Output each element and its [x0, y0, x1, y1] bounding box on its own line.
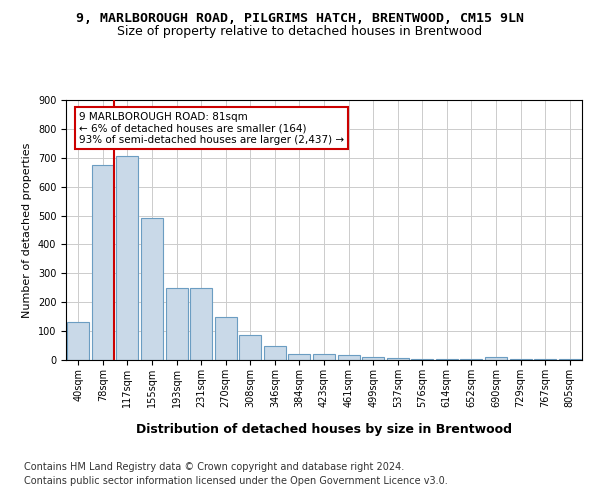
Bar [411, 358, 433, 360]
Bar [92, 165, 114, 360]
Bar [190, 288, 212, 360]
Bar [338, 355, 359, 360]
Text: Distribution of detached houses by size in Brentwood: Distribution of detached houses by size … [136, 422, 512, 436]
Bar [264, 346, 286, 360]
Bar [67, 322, 89, 360]
Bar [460, 359, 482, 360]
Bar [166, 288, 188, 360]
Bar [239, 336, 262, 360]
Bar [141, 218, 163, 360]
Bar [116, 156, 139, 360]
Bar [215, 316, 237, 360]
Bar [289, 354, 310, 360]
Bar [313, 354, 335, 360]
Y-axis label: Number of detached properties: Number of detached properties [22, 142, 32, 318]
Text: 9, MARLBOROUGH ROAD, PILGRIMS HATCH, BRENTWOOD, CM15 9LN: 9, MARLBOROUGH ROAD, PILGRIMS HATCH, BRE… [76, 12, 524, 26]
Bar [485, 357, 507, 360]
Bar [436, 358, 458, 360]
Bar [362, 357, 384, 360]
Text: Contains public sector information licensed under the Open Government Licence v3: Contains public sector information licen… [24, 476, 448, 486]
Text: 9 MARLBOROUGH ROAD: 81sqm
← 6% of detached houses are smaller (164)
93% of semi-: 9 MARLBOROUGH ROAD: 81sqm ← 6% of detach… [79, 112, 344, 145]
Text: Contains HM Land Registry data © Crown copyright and database right 2024.: Contains HM Land Registry data © Crown c… [24, 462, 404, 472]
Text: Size of property relative to detached houses in Brentwood: Size of property relative to detached ho… [118, 25, 482, 38]
Bar [386, 358, 409, 360]
